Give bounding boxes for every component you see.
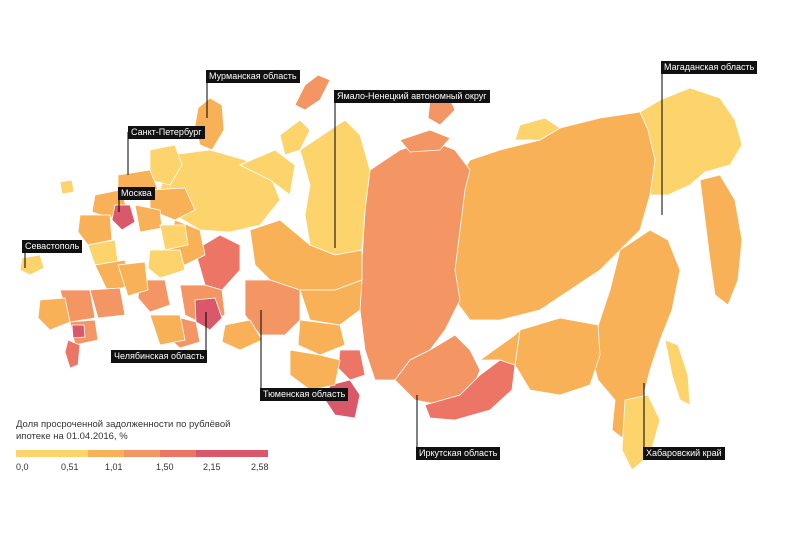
region-sakhalin	[664, 339, 691, 406]
label-spb: Санкт-Петербург	[128, 126, 205, 139]
region-buryatia	[424, 359, 516, 421]
region-moscow	[111, 204, 136, 231]
region-irkutsk	[394, 334, 481, 406]
region-chukotka-coast	[514, 117, 561, 141]
region-zabaikalsky	[478, 328, 521, 366]
legend-swatch-4	[124, 450, 160, 457]
legend-tick-6: 2,58	[251, 462, 269, 472]
legend-tick-4: 1,50	[156, 462, 174, 472]
label-sevastopol: Севастополь	[22, 240, 83, 253]
region-novaya-zemlya	[294, 74, 331, 111]
legend-swatch-6	[196, 450, 232, 457]
region-volgograd	[89, 287, 126, 319]
region-kurgan	[221, 319, 263, 351]
label-murmansk: Мурманская область	[206, 70, 300, 83]
region-kamchatka	[699, 174, 743, 306]
region-altai	[289, 349, 341, 391]
region-novosibirsk	[297, 319, 346, 356]
region-saratov	[117, 261, 149, 297]
legend-title-line1: Доля просроченной задолженности по рублё…	[16, 419, 231, 430]
region-amur	[514, 317, 601, 396]
legend-swatch-3	[88, 450, 124, 457]
legend-tick-2: 0,51	[61, 462, 79, 472]
label-irkutsk: Иркутская область	[416, 447, 501, 460]
label-moscow: Москва	[118, 187, 155, 200]
region-vologda	[149, 187, 196, 221]
region-crimea	[19, 254, 45, 276]
legend-tick-5: 2,15	[203, 462, 221, 472]
legend-tick-1: 0,0	[16, 462, 29, 472]
region-krasnodar	[37, 297, 71, 331]
label-yamal: Ямало-Ненецкий автономный округ	[334, 90, 490, 103]
region-taimyr-cape	[399, 129, 451, 153]
legend-color-bar	[16, 450, 268, 457]
label-tyumen: Тюменская область	[260, 388, 349, 401]
label-magadan: Магаданская область	[661, 61, 758, 74]
legend-title-line2: ипотеке на 01.04.2016, %	[16, 431, 128, 442]
region-tomsk	[299, 279, 363, 326]
region-dagestan	[64, 339, 81, 369]
legend-tick-3: 1,01	[105, 462, 123, 472]
region-tyumen	[244, 279, 301, 336]
region-kaliningrad	[59, 179, 75, 195]
region-yamal-peninsula	[279, 119, 311, 156]
region-magadan	[639, 87, 743, 196]
legend-ticks: 0,0 0,51 1,01 1,50 2,15 2,58	[16, 462, 286, 474]
region-kazan	[147, 249, 186, 279]
legend-swatch-1	[16, 450, 52, 457]
region-chechnya	[71, 324, 86, 339]
label-chelyabinsk: Челябинская область	[111, 350, 208, 363]
region-chelyabinsk	[194, 297, 223, 331]
label-khabarovsk: Хабаровский край	[643, 447, 725, 460]
legend-swatch-2	[52, 450, 88, 457]
legend-title: Доля просроченной задолженности по рублё…	[16, 419, 276, 443]
region-orenburg	[149, 314, 186, 346]
region-nenets	[239, 149, 296, 196]
legend-swatch-7	[232, 450, 268, 457]
legend-swatch-5	[160, 450, 196, 457]
region-nizhny	[159, 224, 189, 251]
